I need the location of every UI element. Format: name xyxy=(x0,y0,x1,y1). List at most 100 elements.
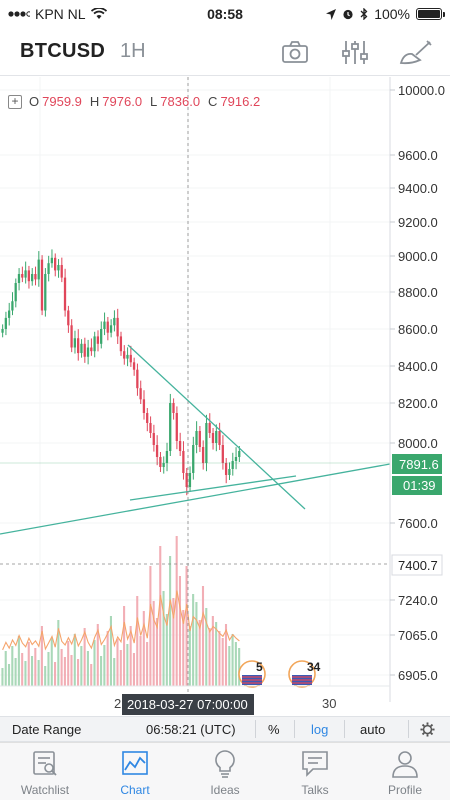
tab-ideas[interactable]: Ideas xyxy=(180,743,270,800)
close-label: C xyxy=(208,94,218,109)
upper-support-trendline[interactable] xyxy=(129,475,297,501)
clock: 08:58 xyxy=(207,6,243,22)
candle xyxy=(73,330,77,354)
carrier-name: KPN NL xyxy=(35,6,86,22)
candle xyxy=(155,435,159,466)
candle xyxy=(57,259,60,278)
volume-bar xyxy=(7,664,11,686)
volume-bar xyxy=(172,598,175,686)
volume-bar xyxy=(146,642,149,686)
symbol-button[interactable]: BTCUSD xyxy=(20,40,106,62)
candle xyxy=(228,462,231,480)
volume-bar xyxy=(221,638,224,686)
tab-label: Talks xyxy=(301,783,329,797)
volume-bars xyxy=(1,536,241,686)
bluetooth-icon xyxy=(360,8,368,20)
close-value: 7916.2 xyxy=(220,94,261,109)
candle xyxy=(34,266,37,286)
tab-talks[interactable]: Talks xyxy=(270,743,360,800)
candle xyxy=(44,268,47,317)
percent-toggle[interactable]: % xyxy=(268,722,280,737)
volume-bar xyxy=(224,624,228,686)
candle xyxy=(100,321,103,349)
bar-countdown: 01:39 xyxy=(403,478,436,493)
volume-bar xyxy=(11,646,14,686)
candle xyxy=(205,414,208,472)
crosshair-price-label: 7400.7 xyxy=(391,554,443,576)
volume-bar xyxy=(149,566,152,686)
volume-bar xyxy=(201,586,205,686)
candle xyxy=(27,265,30,289)
candle xyxy=(195,421,198,454)
tab-chart[interactable]: Chart xyxy=(90,743,180,800)
candle xyxy=(24,261,27,284)
price-tick-label: 9200.0 xyxy=(398,215,438,230)
candle xyxy=(93,331,96,358)
price-axis[interactable]: 10000.0 9600.0 9400.0 9200.0 9000.0 8800.0 860… xyxy=(390,83,445,683)
lower-support-trendline[interactable] xyxy=(0,463,391,535)
volume-bar xyxy=(63,657,66,686)
candle xyxy=(54,253,57,277)
camera-icon[interactable] xyxy=(280,38,310,66)
settings-gear-icon[interactable] xyxy=(420,722,435,737)
candle xyxy=(47,255,50,282)
volume-bar xyxy=(192,594,195,686)
event-badge-1[interactable]: 5 xyxy=(238,660,266,688)
candle xyxy=(119,331,123,356)
candle xyxy=(172,398,175,420)
drawing-tools-icon[interactable] xyxy=(398,38,434,66)
volume-bar xyxy=(159,546,162,686)
log-toggle[interactable]: log xyxy=(311,722,329,737)
candle xyxy=(37,251,40,287)
candle xyxy=(224,458,228,484)
lightbulb-icon xyxy=(215,750,235,778)
volume-bar xyxy=(152,601,155,686)
candle xyxy=(178,432,182,456)
date-range-button[interactable]: Date Range xyxy=(12,722,82,737)
battery-percent: 100% xyxy=(374,6,410,22)
candle xyxy=(162,456,165,474)
volume-bar xyxy=(47,652,50,686)
volume-bar xyxy=(44,666,47,686)
volume-bar xyxy=(211,616,214,686)
candle xyxy=(4,311,7,336)
volume-bar xyxy=(21,653,24,686)
volume-bar xyxy=(116,639,119,686)
interval-button[interactable]: 1H xyxy=(120,40,146,62)
candle xyxy=(60,257,63,283)
event-badge-count: 34 xyxy=(307,660,321,674)
candle xyxy=(126,347,129,367)
indicators-icon[interactable] xyxy=(340,38,370,66)
chart-area[interactable]: 5 34 10000.0 9600.0 9400.0 9200.0 9000.0 8800… xyxy=(0,77,450,715)
candle xyxy=(192,436,195,480)
tab-label: Ideas xyxy=(210,783,240,797)
location-icon xyxy=(326,8,337,20)
event-badge-2[interactable]: 34 xyxy=(288,660,321,688)
candle xyxy=(21,266,24,283)
signal-icon xyxy=(8,11,30,17)
volume-bar xyxy=(106,631,109,686)
legend-toggle-icon[interactable]: + xyxy=(8,94,22,109)
volume-bar xyxy=(24,661,27,686)
tab-watchlist[interactable]: Watchlist xyxy=(0,743,90,800)
price-tick-label: 8600.0 xyxy=(398,322,438,337)
candle xyxy=(165,442,169,472)
utc-clock[interactable]: 06:58:21 (UTC) xyxy=(146,722,236,737)
tab-profile[interactable]: Profile xyxy=(360,743,450,800)
volume-bar xyxy=(231,634,234,686)
trend-lines[interactable] xyxy=(0,344,391,535)
volume-bar xyxy=(73,634,76,686)
descending-trendline[interactable] xyxy=(127,344,306,510)
price-tick-label: 7240.0 xyxy=(398,593,438,608)
candle xyxy=(11,292,14,316)
candle xyxy=(90,338,93,356)
volume-bar xyxy=(234,642,237,686)
chart-toolbar: Date Range 06:58:21 (UTC) % log auto xyxy=(0,716,450,742)
auto-toggle[interactable]: auto xyxy=(360,722,386,737)
volume-bar xyxy=(185,566,188,686)
price-chart[interactable]: 5 34 10000.0 9600.0 9400.0 9200.0 9000.0 8800… xyxy=(0,77,450,715)
candle xyxy=(132,357,136,376)
volume-moving-average xyxy=(2,590,240,651)
volume-bar xyxy=(155,618,159,686)
price-tick-label: 8200.0 xyxy=(398,396,438,411)
